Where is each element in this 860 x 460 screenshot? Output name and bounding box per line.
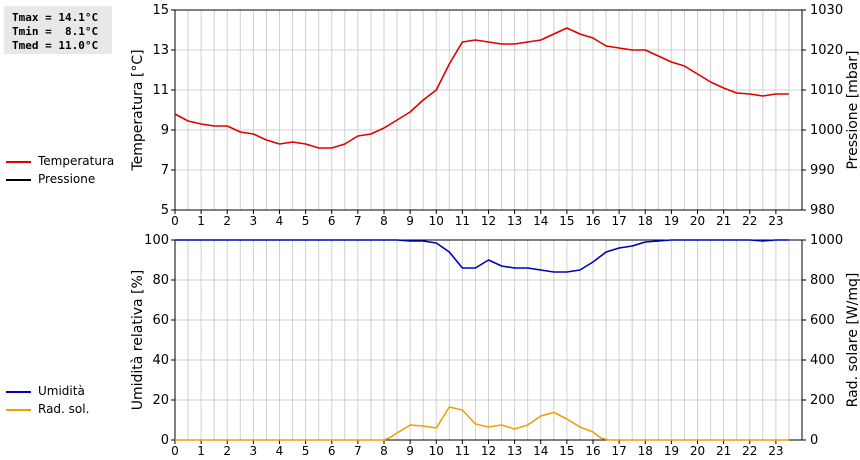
top-y2-tick-label: 980 — [810, 203, 835, 218]
bottom-y2-tick-label: 1000 — [810, 233, 843, 248]
bottom-x-tick-label: 21 — [716, 444, 731, 458]
bottom-x-tick-label: 11 — [455, 444, 470, 458]
bottom-x-tick-label: 16 — [585, 444, 600, 458]
bottom-x-tick-label: 10 — [429, 444, 444, 458]
bottom-y2-tick-label: 0 — [810, 433, 818, 448]
bottom-x-tick-label: 6 — [328, 444, 336, 458]
bottom-y-axis-label: Umidità relativa [%] — [130, 270, 146, 411]
top-y-tick-label: 13 — [152, 43, 169, 58]
top-x-tick-label: 4 — [276, 214, 284, 228]
top-x-tick-label: 6 — [328, 214, 336, 228]
top-x-tick-label: 0 — [171, 214, 179, 228]
bottom-y2-tick-label: 600 — [810, 313, 835, 328]
bottom-x-tick-label: 5 — [302, 444, 310, 458]
bottom-y2-axis-label: Rad. solare [W/mq] — [845, 273, 860, 408]
legend-pressure-label: Pressione — [38, 172, 96, 186]
top-y2-tick-label: 990 — [810, 163, 835, 178]
bottom-x-tick-label: 4 — [276, 444, 284, 458]
bottom-x-tick-label: 18 — [638, 444, 653, 458]
bottom-x-tick-label: 2 — [223, 444, 231, 458]
top-x-tick-label: 18 — [638, 214, 653, 228]
bottom-y2-tick-label: 400 — [810, 353, 835, 368]
top-x-tick-label: 16 — [585, 214, 600, 228]
top-x-tick-label: 15 — [559, 214, 574, 228]
bottom-y-tick-label: 100 — [144, 233, 169, 248]
bottom-plot-frame — [174, 239, 803, 441]
bottom-y-tick-label: 80 — [152, 273, 169, 288]
top-x-tick-label: 11 — [455, 214, 470, 228]
stats-box: Tmax = 14.1°C Tmin = 8.1°C Tmed = 11.0°C — [4, 6, 112, 54]
bottom-x-tick-label: 19 — [664, 444, 679, 458]
top-x-tick-label: 2 — [223, 214, 231, 228]
top-x-tick-label: 3 — [250, 214, 258, 228]
tmax-stat: Tmax = 14.1°C — [12, 11, 99, 24]
bottom-x-tick-label: 20 — [690, 444, 705, 458]
top-y2-tick-label: 1000 — [810, 123, 843, 138]
top-x-tick-label: 7 — [354, 214, 362, 228]
top-x-tick-label: 5 — [302, 214, 310, 228]
bottom-x-tick-label: 14 — [533, 444, 548, 458]
bottom-x-tick-label: 12 — [481, 444, 496, 458]
top-y2-tick-label: 1020 — [810, 43, 843, 58]
top-x-tick-label: 23 — [768, 214, 783, 228]
top-x-tick-label: 19 — [664, 214, 679, 228]
legend-humidity-label: Umidità — [38, 384, 85, 398]
bottom-x-tick-label: 17 — [611, 444, 626, 458]
legend-temperature-label: Temperatura — [38, 154, 115, 168]
bottom-series-umidit-line — [175, 239, 789, 273]
top-x-tick-label: 10 — [429, 214, 444, 228]
legend-temperature-swatch — [6, 161, 31, 163]
bottom-x-tick-label: 23 — [768, 444, 783, 458]
legend-radiation-label: Rad. sol. — [38, 402, 90, 416]
top-x-tick-label: 13 — [507, 214, 522, 228]
bottom-y2-tick-label: 800 — [810, 273, 835, 288]
bottom-y-tick-label: 60 — [152, 313, 169, 328]
bottom-series-rad-sol-line — [175, 406, 789, 441]
top-y-tick-label: 9 — [161, 123, 169, 138]
bottom-y2-tick-label: 200 — [810, 393, 835, 408]
legend-humidity-swatch — [6, 391, 31, 393]
legend-radiation-swatch — [6, 409, 31, 411]
top-y2-tick-label: 1010 — [810, 83, 843, 98]
bottom-y-tick-label: 20 — [152, 393, 169, 408]
top-y2-tick-label: 1030 — [810, 3, 843, 18]
top-x-tick-label: 22 — [742, 214, 757, 228]
top-y2-axis-label: Pressione [mbar] — [845, 50, 860, 169]
top-x-tick-label: 12 — [481, 214, 496, 228]
tmed-stat: Tmed = 11.0°C — [12, 39, 99, 52]
top-series-temperatura-line — [174, 27, 789, 149]
top-plot-frame — [174, 9, 803, 211]
bottom-x-tick-label: 13 — [507, 444, 522, 458]
bottom-x-tick-label: 1 — [197, 444, 205, 458]
bottom-x-tick-label: 9 — [406, 444, 414, 458]
bottom-y-tick-label: 0 — [161, 433, 169, 448]
bottom-y-tick-label: 40 — [152, 353, 169, 368]
top-x-tick-label: 17 — [611, 214, 626, 228]
bottom-x-tick-label: 7 — [354, 444, 362, 458]
bottom-x-tick-label: 15 — [559, 444, 574, 458]
top-x-tick-label: 1 — [197, 214, 205, 228]
top-x-tick-label: 21 — [716, 214, 731, 228]
bottom-x-tick-label: 0 — [171, 444, 179, 458]
tmin-stat: Tmin = 8.1°C — [12, 25, 99, 38]
bottom-x-tick-label: 8 — [380, 444, 388, 458]
top-y-tick-label: 5 — [161, 203, 169, 218]
top-x-tick-label: 8 — [380, 214, 388, 228]
top-y-axis-label: Temperatura [°C] — [130, 49, 146, 171]
top-y-tick-label: 15 — [152, 3, 169, 18]
bottom-x-tick-label: 3 — [250, 444, 258, 458]
top-x-tick-label: 9 — [406, 214, 414, 228]
top-y-tick-label: 7 — [161, 163, 169, 178]
bottom-x-tick-label: 22 — [742, 444, 757, 458]
top-y-tick-label: 11 — [152, 83, 169, 98]
top-x-tick-label: 20 — [690, 214, 705, 228]
top-x-tick-label: 14 — [533, 214, 548, 228]
legend-pressure-swatch — [6, 179, 31, 181]
